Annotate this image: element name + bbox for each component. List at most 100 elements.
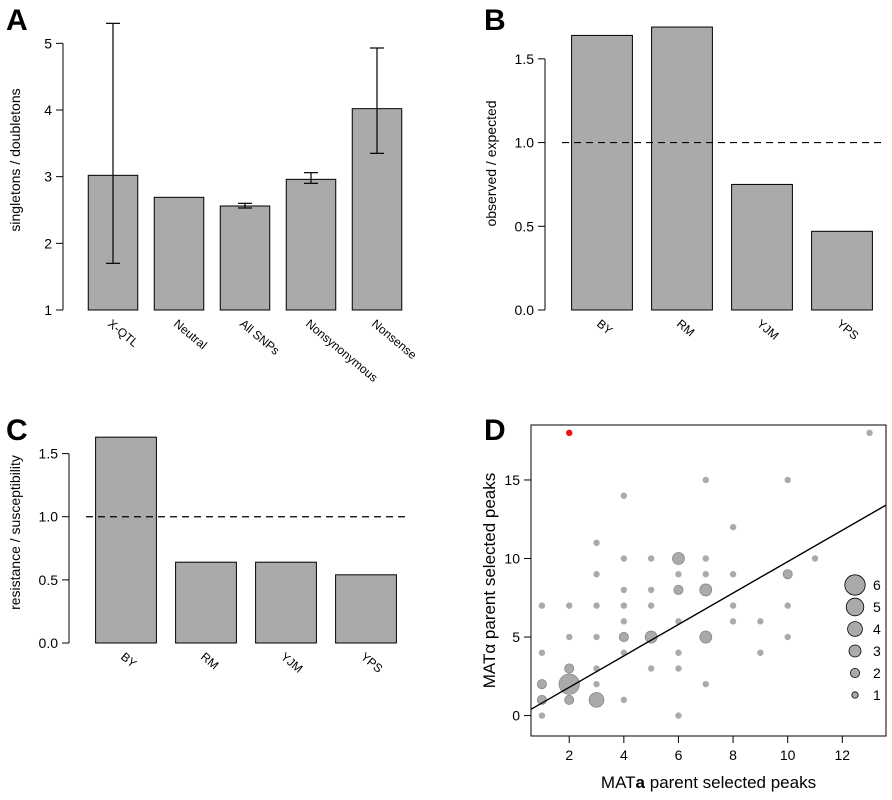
y-axis-title: singletons / doubletons (7, 88, 23, 231)
scatter-point (593, 633, 600, 641)
y-tick-label: 5 (512, 629, 520, 645)
scatter-point (566, 633, 573, 641)
legend-marker (850, 668, 861, 679)
x-tick-label: BY (594, 317, 615, 338)
scatter-point (618, 632, 629, 643)
y-tick-label: 0.5 (515, 218, 535, 234)
bar (811, 230, 873, 311)
bar (175, 561, 237, 644)
scatter-point (675, 665, 682, 672)
panel-letter-d: D (484, 414, 506, 447)
scatter-point (729, 618, 737, 625)
y-tick-label: 1.5 (515, 51, 535, 67)
scatter-point (784, 633, 791, 641)
legend-marker (851, 691, 859, 699)
x-tick-label: 4 (620, 747, 628, 763)
plot-frame (530, 424, 887, 737)
scatter-point (538, 649, 546, 656)
panel-b-chart: BY RM YJM YPS 0.0 0.5 1.0 1.5 observed / expecte… (483, 26, 882, 343)
scatter-point (675, 712, 682, 719)
bar (571, 34, 633, 311)
y-tick-label: 0.0 (515, 302, 535, 318)
scatter-point (675, 649, 682, 656)
legend-label: 1 (873, 687, 881, 703)
x-tick-label: YPS (358, 650, 385, 676)
scatter-point (647, 555, 655, 562)
scatter-point (647, 602, 655, 609)
x-tick-label: All SNPs (237, 317, 282, 358)
scatter-point (784, 476, 791, 484)
x-tick-label: RM (674, 317, 697, 340)
scatter-point (699, 583, 713, 597)
scatter-point (782, 569, 793, 580)
x-tick-label: BY (118, 650, 139, 671)
x-tick-label: 8 (729, 747, 737, 763)
scatter-point (673, 584, 684, 595)
y-tick-label: 1.5 (39, 446, 59, 462)
x-tick-label: RM (198, 650, 221, 673)
scatter-point (536, 679, 547, 690)
bar (255, 561, 317, 644)
scatter-point (566, 602, 573, 609)
y-tick-label: 4 (44, 102, 52, 118)
scatter-point (729, 602, 737, 609)
y-axis-title: MATα parent selected peaks (480, 473, 499, 689)
x-tick-label: 6 (675, 747, 683, 763)
panel-letter-a: A (6, 4, 28, 37)
scatter-point (593, 539, 600, 547)
scatter-point (675, 571, 682, 578)
bar (731, 183, 793, 311)
scatter-point (620, 555, 628, 562)
scatter-point (784, 602, 791, 609)
scatter-point (702, 476, 709, 484)
x-tick-label: YJM (278, 650, 305, 676)
x-axis-title-prefix: MAT (601, 773, 636, 792)
y-tick-label: 5 (44, 35, 52, 51)
scatter-point (702, 680, 709, 688)
bar (285, 178, 337, 311)
x-tick-label: 12 (835, 747, 851, 763)
bar (335, 574, 397, 644)
scatter-point (593, 680, 600, 688)
scatter-point (811, 555, 819, 562)
x-tick-label: YJM (754, 317, 781, 343)
y-axis-title: resistance / susceptibility (7, 455, 23, 610)
y-tick-label: 2 (44, 235, 52, 251)
panel-c-chart: BY RM YJM YPS 0.0 0.5 1.0 1.5 resistance / susce… (7, 436, 408, 676)
scatter-point (647, 665, 655, 672)
scatter-point (672, 552, 685, 565)
x-tick-label: Nonsense (369, 317, 420, 363)
scatter-point (620, 618, 628, 625)
scatter-point (538, 712, 546, 719)
panel-letter-b: B (484, 4, 506, 37)
bar (219, 205, 271, 311)
scatter-point (702, 571, 709, 578)
legend-label: 4 (873, 621, 881, 637)
scatter-point (729, 523, 737, 531)
highlight-point (566, 429, 573, 437)
legend-label: 6 (873, 577, 881, 593)
y-tick-label: 0 (512, 708, 520, 724)
y-tick-label: 1.0 (39, 509, 59, 525)
scatter-point (558, 673, 580, 695)
scatter-point (620, 586, 628, 594)
scatter-point (729, 571, 737, 578)
x-tick-label: X-QTL (105, 317, 141, 351)
y-tick-label: 3 (44, 169, 52, 185)
legend-marker (847, 621, 863, 637)
y-tick-label: 1.0 (515, 135, 535, 151)
scatter-point (564, 663, 575, 674)
legend-marker (845, 597, 865, 617)
bar (95, 436, 157, 644)
scatter-point (620, 492, 628, 499)
bar (651, 26, 713, 311)
y-tick-label: 1 (44, 302, 52, 318)
y-axis-title: observed / expected (483, 100, 499, 226)
panel-letter-c: C (6, 414, 28, 447)
y-tick-label: 15 (504, 472, 520, 488)
x-tick-label: YPS (834, 317, 861, 343)
scatter-point (593, 571, 600, 578)
legend-label: 2 (873, 665, 881, 681)
